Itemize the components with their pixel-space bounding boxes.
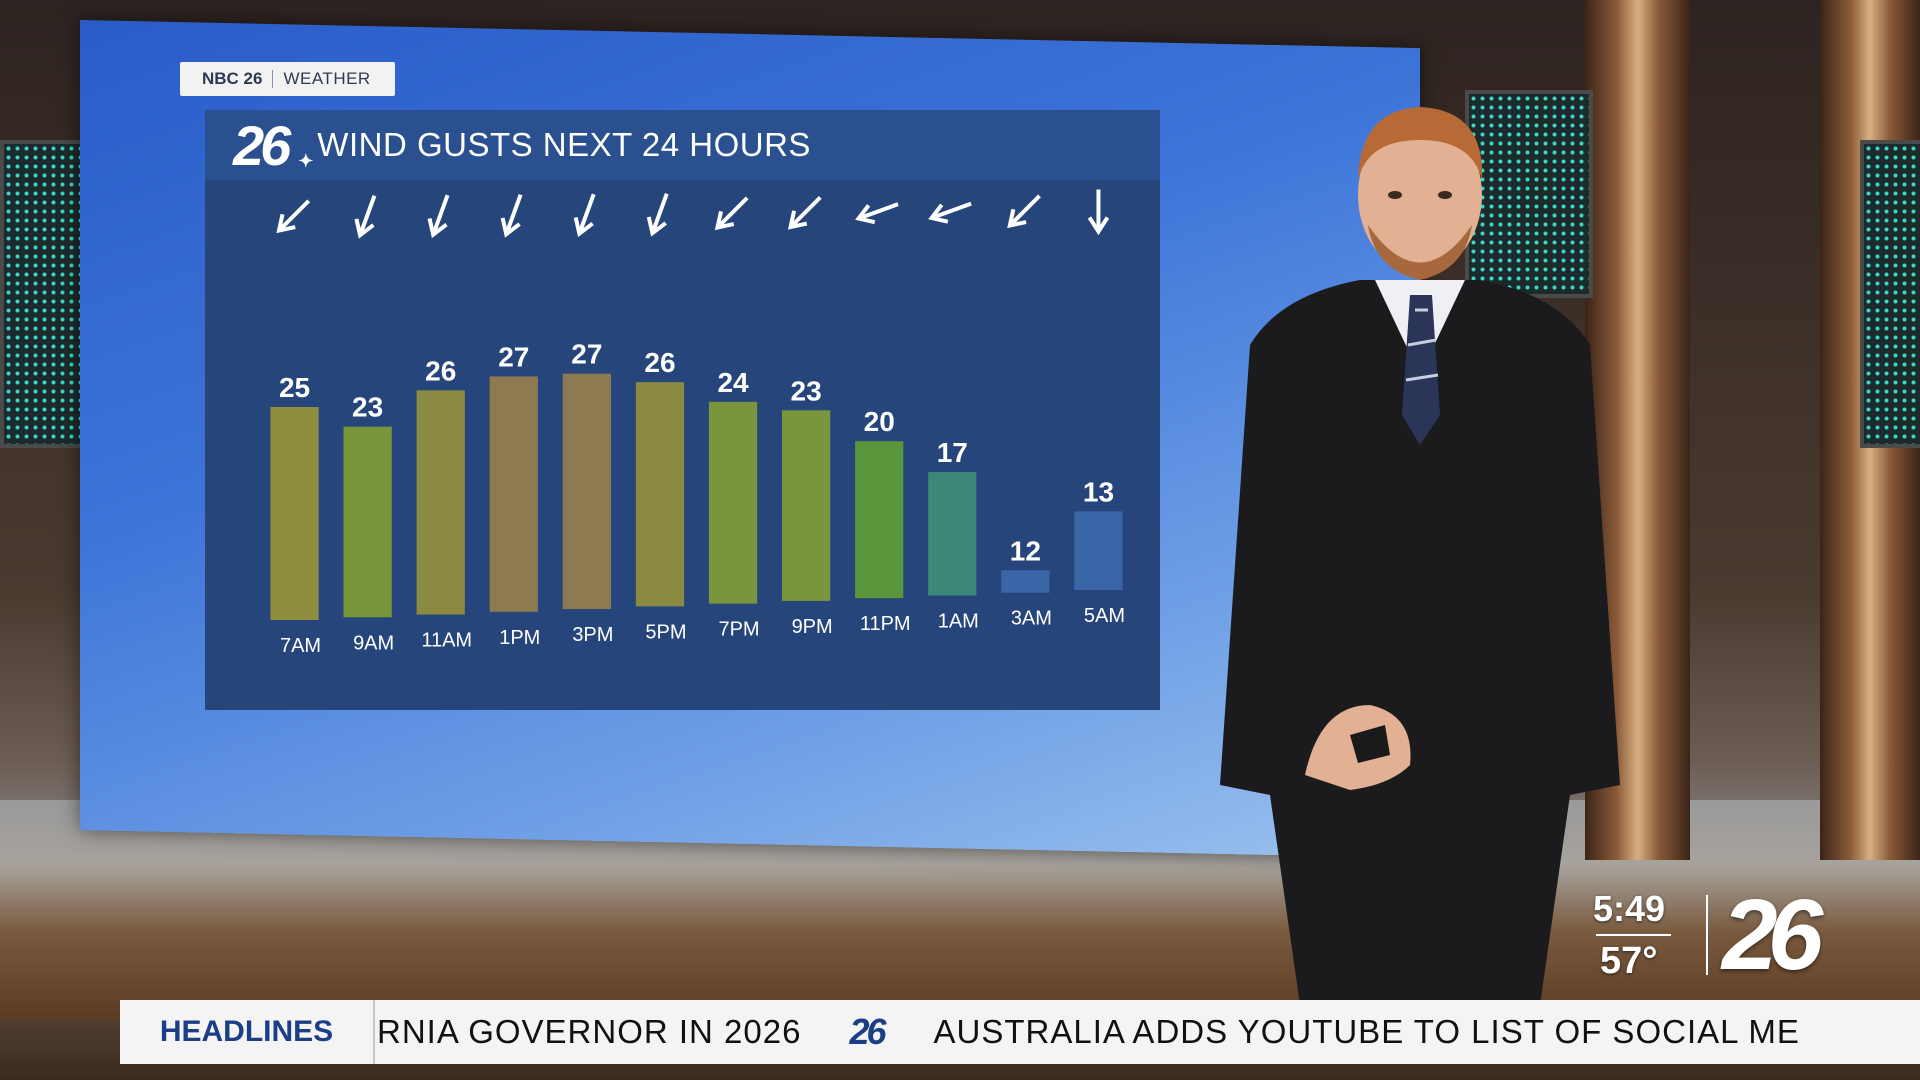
bug-separator bbox=[1706, 895, 1708, 975]
value-label: 20 bbox=[864, 406, 895, 437]
x-tick-label: 9PM bbox=[792, 616, 833, 638]
value-label: 23 bbox=[352, 392, 383, 423]
ticker-logo: 26 bbox=[849, 1011, 886, 1052]
bar-3pm bbox=[562, 373, 611, 610]
value-label: 27 bbox=[571, 339, 602, 370]
bar-5pm bbox=[635, 382, 685, 607]
bar-3am bbox=[1001, 570, 1050, 593]
wind-arrow-icon bbox=[1087, 189, 1110, 236]
value-label: 13 bbox=[1083, 476, 1114, 507]
bar-7am bbox=[270, 407, 319, 620]
bug-station-logo: 26 bbox=[1722, 879, 1823, 991]
x-tick-label: 9AM bbox=[353, 632, 394, 654]
wind-arrow-icon bbox=[928, 201, 972, 224]
x-tick-label: 5PM bbox=[645, 621, 686, 643]
studio-led-panel bbox=[1465, 90, 1593, 298]
wind-arrow-icon bbox=[646, 193, 669, 237]
wind-arrow-icon bbox=[855, 202, 899, 225]
value-label: 26 bbox=[644, 347, 675, 378]
wind-arrow-icon bbox=[276, 199, 311, 234]
value-label: 12 bbox=[1010, 535, 1041, 566]
x-tick-label: 3AM bbox=[1011, 608, 1052, 630]
brand-station: NBC 26 bbox=[202, 69, 263, 88]
ticker-headline: RNIA GOVERNOR IN 2026 bbox=[377, 1013, 802, 1050]
bug-temperature: 57° bbox=[1600, 940, 1658, 982]
wind-arrow-icon bbox=[573, 193, 596, 238]
value-label: 27 bbox=[498, 341, 529, 372]
wind-arrow-icon bbox=[427, 194, 450, 239]
x-tick-label: 11AM bbox=[421, 630, 472, 652]
bar-1am bbox=[928, 472, 977, 596]
wind-arrow-icon bbox=[354, 195, 377, 239]
chart-title: WIND GUSTS NEXT 24 HOURS bbox=[317, 126, 811, 163]
brand-tag: NBC 26 WEATHER bbox=[180, 62, 395, 96]
bar-9pm bbox=[782, 410, 831, 601]
presenter bbox=[1220, 107, 1620, 1005]
x-tick-label: 5AM bbox=[1084, 605, 1125, 627]
wind-gust-bar-chart: 25 7AM 23 9AM 26 11AM 27 1PM 27 3PM 26 5PM 24 7PM 23 9P… bbox=[270, 189, 1125, 657]
x-tick-label: 11PM bbox=[860, 613, 911, 635]
studio-led-panel bbox=[1860, 140, 1920, 448]
x-tick-label: 7AM bbox=[280, 635, 321, 657]
value-label: 24 bbox=[717, 367, 749, 398]
ticker-headline: AUSTRALIA ADDS YOUTUBE TO LIST OF SOCIAL… bbox=[933, 1013, 1800, 1050]
wind-arrow-icon bbox=[1007, 194, 1041, 229]
x-tick-label: 1PM bbox=[499, 627, 540, 649]
value-label: 23 bbox=[791, 375, 822, 406]
brand-divider bbox=[272, 70, 274, 88]
bug-divider bbox=[1596, 934, 1671, 936]
brand-section: WEATHER bbox=[283, 69, 371, 88]
wind-arrow-icon bbox=[787, 195, 822, 230]
bug-time: 5:49 bbox=[1593, 888, 1666, 929]
value-label: 26 bbox=[425, 355, 456, 386]
bar-11am bbox=[416, 390, 465, 615]
wind-arrow-icon bbox=[500, 194, 523, 238]
wind-arrow-icon bbox=[714, 196, 749, 231]
bar-5am bbox=[1074, 511, 1123, 590]
x-tick-label: 3PM bbox=[572, 624, 613, 646]
x-tick-label: 1AM bbox=[938, 610, 979, 632]
bar-11pm bbox=[855, 441, 904, 599]
chart-title-bar: 26 ✦ WIND GUSTS NEXT 24 HOURS bbox=[205, 110, 1160, 180]
bar-7pm bbox=[708, 401, 758, 604]
bar-9am bbox=[343, 426, 392, 618]
x-tick-label: 7PM bbox=[718, 619, 759, 641]
news-ticker: HEADLINES RNIA GOVERNOR IN 2026 26 AUSTR… bbox=[120, 1000, 1920, 1064]
studio-led-panel bbox=[0, 140, 88, 448]
ticker-label: HEADLINES bbox=[120, 1000, 375, 1064]
peacock-icon: ✦ bbox=[298, 150, 313, 171]
bar-1pm bbox=[489, 376, 538, 612]
chart-panel: 25 7AM 23 9AM 26 11AM 27 1PM 27 3PM 26 5PM 24 7PM 23 9P… bbox=[205, 180, 1160, 710]
value-label: 25 bbox=[279, 372, 310, 403]
value-label: 17 bbox=[937, 437, 968, 468]
station-logo: 26 ✦ bbox=[233, 113, 313, 177]
